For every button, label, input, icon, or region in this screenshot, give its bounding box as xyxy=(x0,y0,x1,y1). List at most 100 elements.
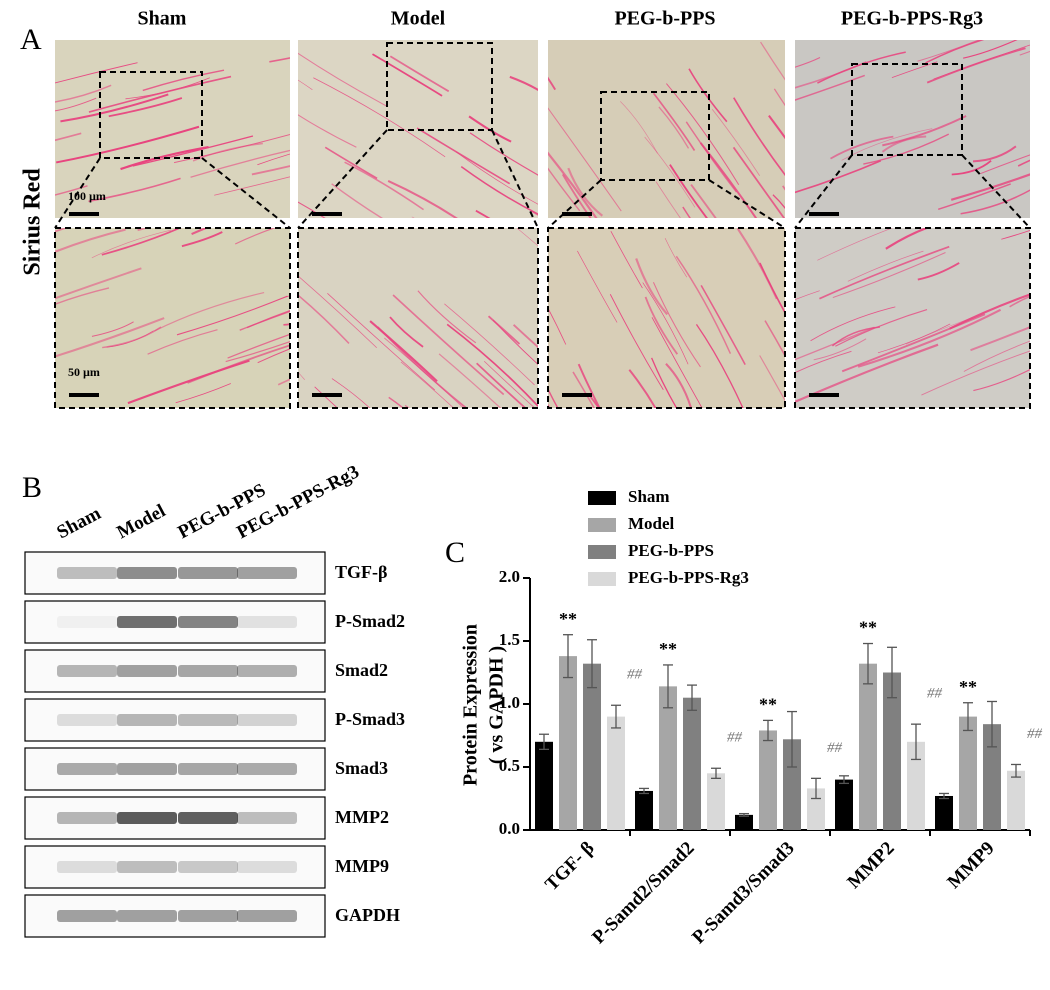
collagen-fiber xyxy=(610,231,643,289)
collagen-fiber xyxy=(147,329,218,355)
western-blot: Sham Model PEG-b-PPSPEG-b-PPS-Rg3TGF-βP-Sm… xyxy=(24,461,405,938)
blot-band xyxy=(178,665,238,677)
collagen-fiber xyxy=(257,153,290,166)
collagen-fiber xyxy=(331,378,371,408)
protein-label: TGF-β xyxy=(335,562,387,582)
bar xyxy=(783,739,801,830)
micrograph-background xyxy=(795,40,1030,218)
collagen-fiber xyxy=(736,228,778,300)
blot-band xyxy=(57,763,117,775)
collagen-fiber xyxy=(830,135,894,160)
blot-band xyxy=(237,763,297,775)
collagen-fiber xyxy=(132,135,254,167)
collagen-fiber xyxy=(327,293,436,391)
zoom-frame xyxy=(794,227,1031,409)
panel-label: B xyxy=(22,471,42,504)
zoom-box xyxy=(386,42,493,131)
micrograph xyxy=(55,228,290,408)
collagen-fiber xyxy=(225,341,290,363)
collagen-fiber xyxy=(658,106,690,149)
collagen-fiber xyxy=(690,183,717,218)
zoom-frame xyxy=(297,227,539,409)
blot-band xyxy=(57,567,117,579)
collagen-fiber xyxy=(91,321,134,337)
collagen-fiber xyxy=(475,209,491,218)
blot-band xyxy=(57,812,117,824)
y-tick-label: 1.0 xyxy=(499,693,520,712)
zoom-box xyxy=(851,63,963,156)
collagen-fiber xyxy=(154,291,265,332)
column-header: Model xyxy=(391,8,446,30)
collagen-fiber xyxy=(817,228,893,261)
collagen-fiber xyxy=(257,348,290,364)
protein-label: MMP9 xyxy=(335,856,389,876)
blot-row xyxy=(24,845,326,889)
collagen-fiber xyxy=(516,228,538,247)
blot-band xyxy=(237,665,297,677)
collagen-fiber xyxy=(688,68,728,123)
collagen-fiber xyxy=(841,128,933,161)
lane-label: Sham xyxy=(54,503,105,543)
column-header: PEG-b-PPS xyxy=(614,8,715,30)
legend-swatch xyxy=(588,572,616,586)
bar xyxy=(935,795,953,830)
protein-label: Smad2 xyxy=(335,660,388,680)
protein-label: P-Smad2 xyxy=(335,611,405,631)
collagen-fiber xyxy=(764,320,785,358)
bar xyxy=(635,790,653,830)
error-bar xyxy=(839,775,849,785)
lane-label: Model xyxy=(114,500,170,543)
blot-band xyxy=(178,567,238,579)
blot-band xyxy=(178,812,238,824)
error-bar xyxy=(763,719,773,742)
error-bar xyxy=(711,767,721,779)
collagen-fiber xyxy=(652,92,696,151)
collagen-fiber xyxy=(567,167,604,217)
collagen-fiber xyxy=(548,307,567,345)
collagen-fiber xyxy=(298,275,378,349)
collagen-fiber xyxy=(577,250,618,323)
collagen-fiber xyxy=(665,363,693,408)
x-tick-label: P-Samd3/Smad3 xyxy=(688,838,798,948)
micrograph xyxy=(55,40,290,218)
error-bar xyxy=(1011,763,1021,778)
histology-panel xyxy=(54,40,1031,409)
blot-band xyxy=(57,714,117,726)
y-tick-label: 2.0 xyxy=(499,567,520,586)
bar xyxy=(883,672,901,830)
bar xyxy=(583,663,601,830)
collagen-fiber xyxy=(970,326,1030,352)
collagen-fiber xyxy=(759,355,785,402)
collagen-fiber xyxy=(963,340,1030,372)
collagen-fiber xyxy=(404,404,410,408)
y-tick-label: 0.5 xyxy=(499,756,520,775)
collagen-fiber xyxy=(483,361,536,408)
collagen-fiber xyxy=(651,357,678,408)
protein-label: P-Smad3 xyxy=(335,709,405,729)
collagen-fiber xyxy=(577,363,601,408)
collagen-fiber xyxy=(588,394,600,408)
collagen-fiber xyxy=(795,326,875,361)
collagen-fiber xyxy=(620,101,658,154)
collagen-fiber xyxy=(55,267,142,300)
micrograph-background xyxy=(55,40,290,218)
blot-band xyxy=(57,861,117,873)
blot-band xyxy=(57,910,117,922)
collagen-fiber xyxy=(214,176,290,196)
collagen-fiber xyxy=(298,371,305,380)
blot-band xyxy=(237,714,297,726)
scale-bar xyxy=(809,393,839,397)
collagen-fiber xyxy=(55,97,97,112)
blot-band xyxy=(57,616,117,628)
y-axis-title: Protein Expression xyxy=(460,624,482,786)
collagen-fiber xyxy=(1019,50,1030,56)
significance-mark: ** xyxy=(559,609,577,629)
error-bar xyxy=(911,723,921,761)
collagen-fiber xyxy=(251,165,290,176)
collagen-fiber xyxy=(795,61,867,89)
collagen-fiber xyxy=(416,127,511,185)
x-tick-label: MMP9 xyxy=(943,838,998,893)
collagen-fiber xyxy=(664,237,688,278)
error-bar xyxy=(811,777,821,800)
significance-mark: ** xyxy=(759,695,777,715)
